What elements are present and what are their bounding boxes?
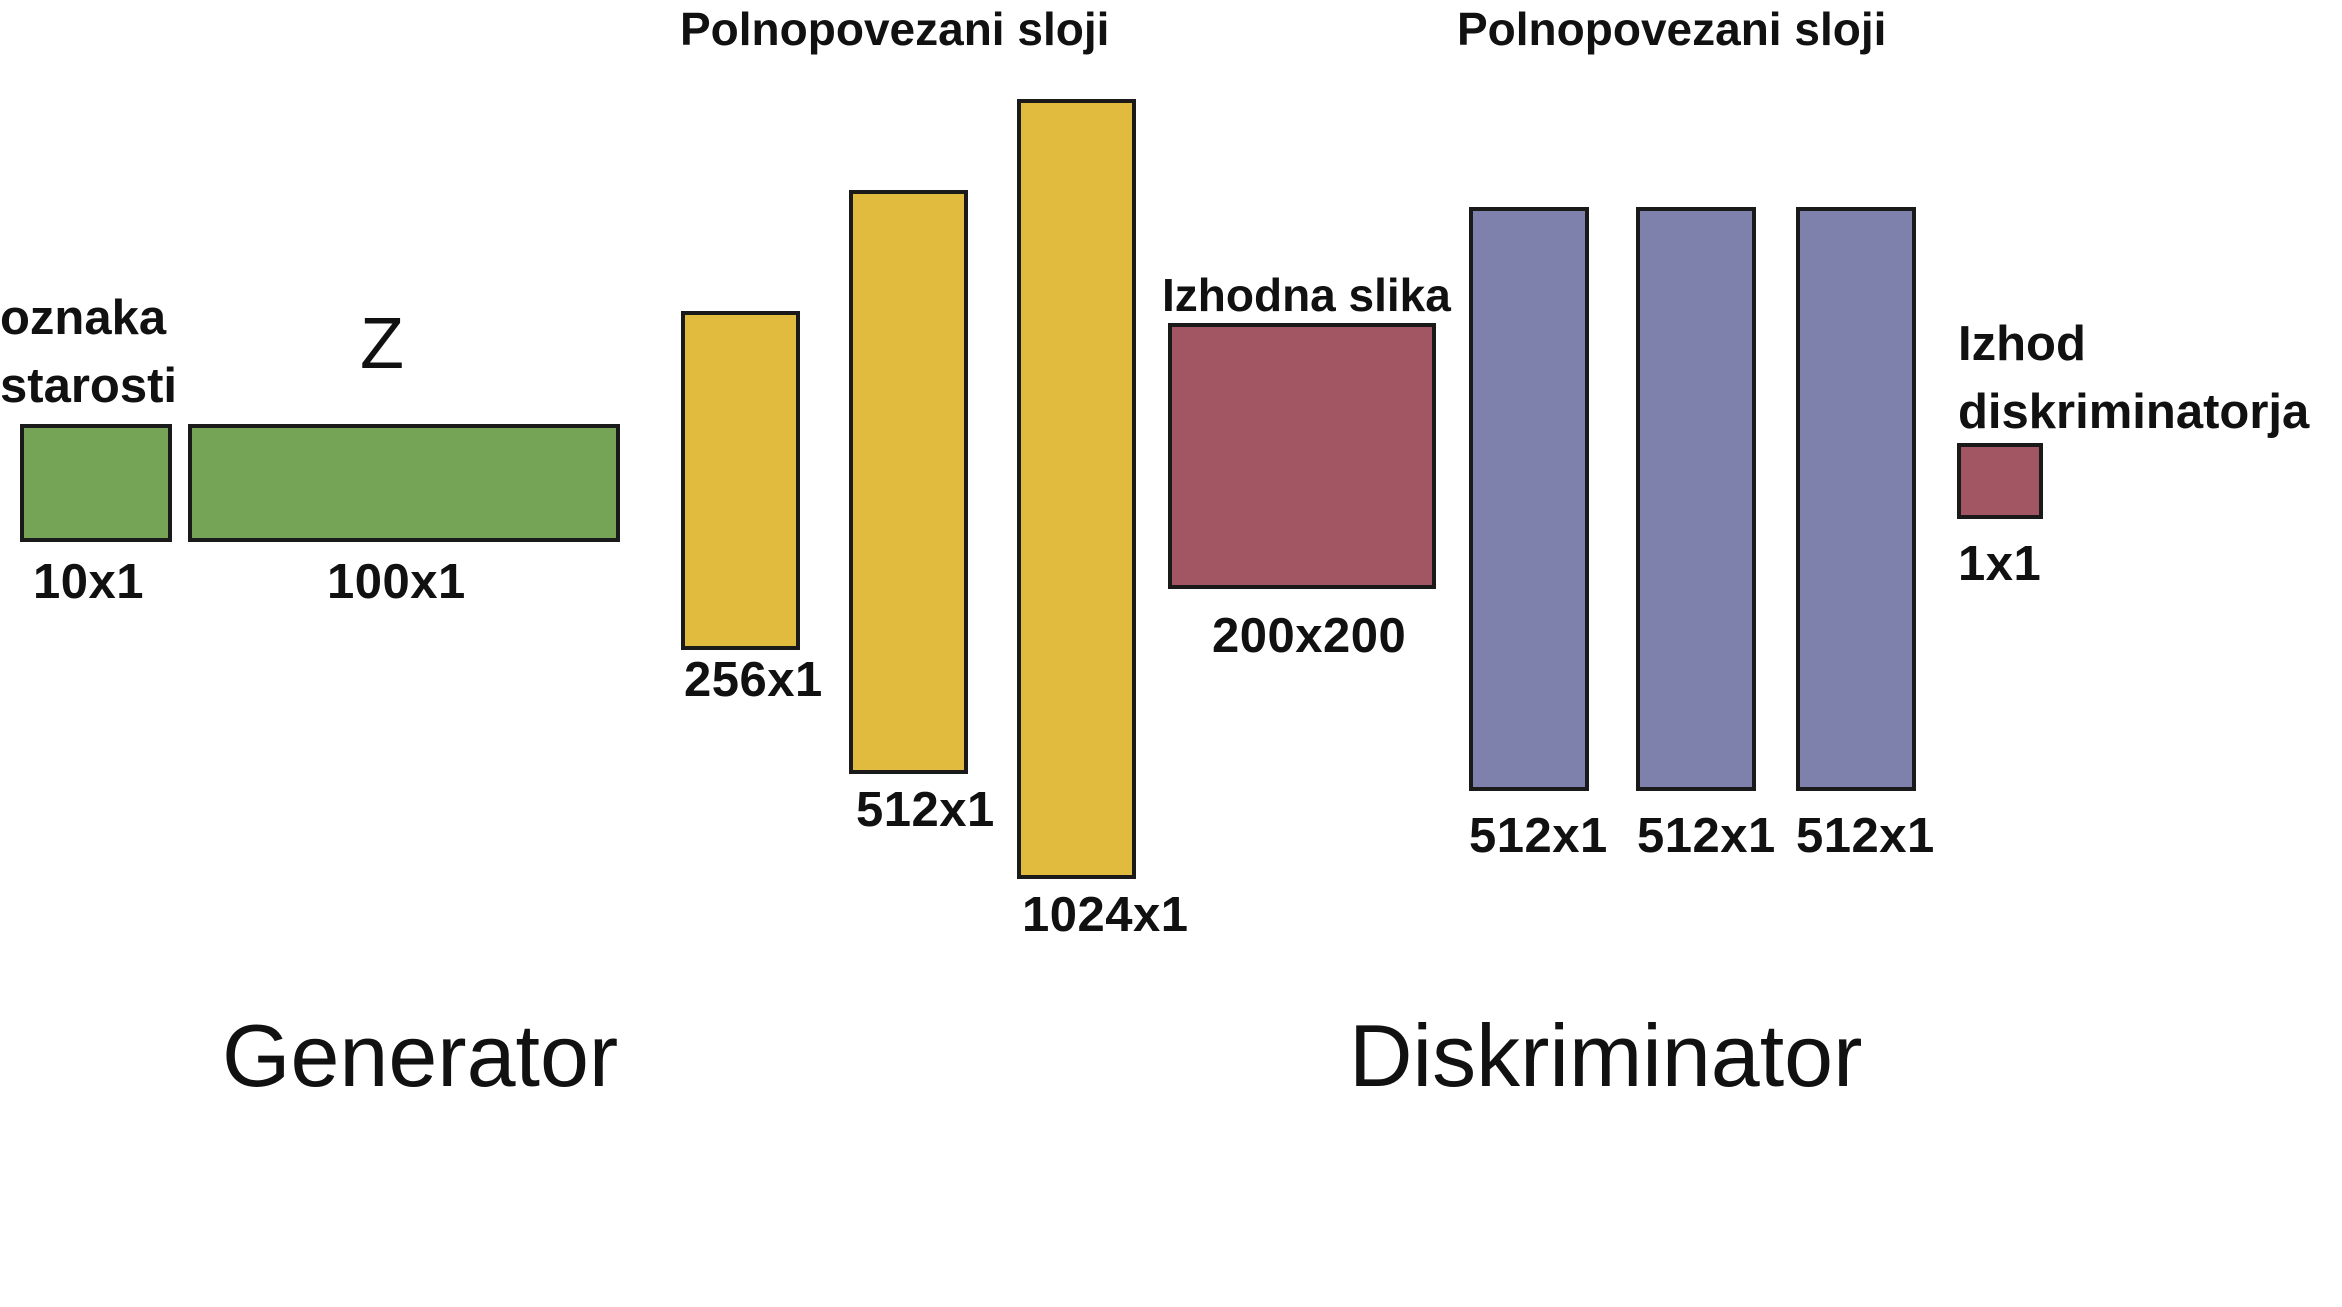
generator-layer-2	[849, 190, 968, 774]
generator-layer-3	[1017, 99, 1136, 879]
output-image-block	[1168, 323, 1436, 589]
generator-title: Generator	[222, 1006, 619, 1105]
generator-layer-1-dim: 256x1	[684, 653, 823, 707]
discriminator-layer-3-dim: 512x1	[1796, 809, 1935, 863]
output-image-label: Izhodna slika	[1162, 269, 1451, 321]
discriminator-layer-1-dim: 512x1	[1469, 809, 1608, 863]
generator-layer-1	[681, 311, 800, 650]
age-label-block	[20, 424, 172, 542]
discriminator-layer-3	[1796, 207, 1916, 791]
z-vector-block	[188, 424, 620, 542]
discriminator-output-block	[1957, 443, 2043, 519]
discriminator-layer-2-dim: 512x1	[1637, 809, 1776, 863]
output-image-dim: 200x200	[1212, 609, 1407, 663]
age-label-input: oznaka starosti	[0, 291, 178, 413]
z-label: Z	[360, 304, 404, 384]
discriminator-layers-header: Polnopovezani sloji	[1457, 3, 1887, 55]
discriminator-output-dim: 1x1	[1958, 537, 2042, 591]
discriminator-layer-1	[1469, 207, 1589, 791]
generator-layers-header: Polnopovezani sloji	[680, 3, 1110, 55]
generator-layer-3-dim: 1024x1	[1022, 888, 1189, 942]
discriminator-title: Diskriminator	[1349, 1006, 1863, 1105]
discriminator-output-label: Izhod diskriminatorja	[1958, 317, 2310, 439]
z-vector-dim: 100x1	[327, 555, 466, 609]
age-label-dim: 10x1	[33, 555, 145, 609]
generator-layer-2-dim: 512x1	[856, 783, 995, 837]
discriminator-layer-2	[1636, 207, 1756, 791]
